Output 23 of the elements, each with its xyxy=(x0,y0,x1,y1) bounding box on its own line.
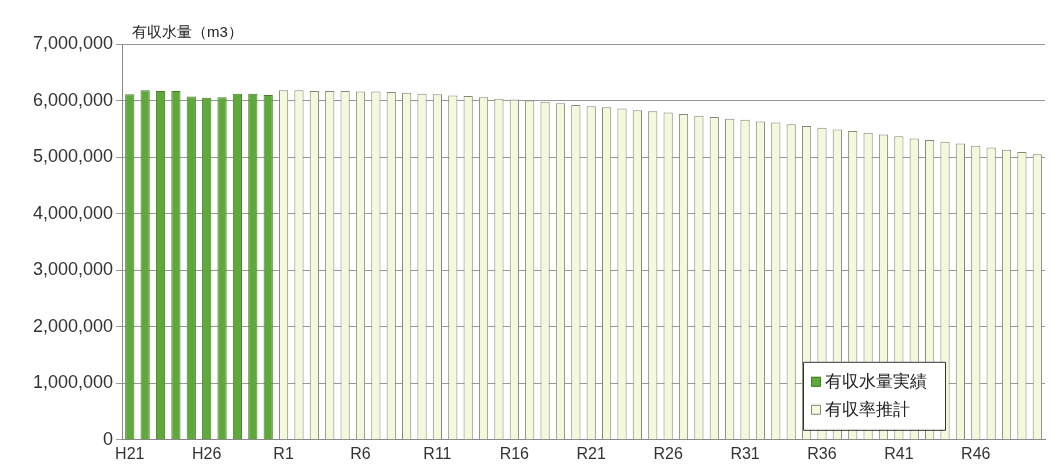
x-tick-label: R11 xyxy=(423,444,452,462)
x-tick-label: R1 xyxy=(273,444,294,462)
y-tick-label: 2,000,000 xyxy=(33,315,114,336)
legend-label: 有収率推計 xyxy=(825,400,910,420)
y-tick-label: 0 xyxy=(103,428,114,449)
x-tick-label: R21 xyxy=(576,444,606,462)
y-tick-label: 3,000,000 xyxy=(33,259,114,280)
legend-label: 有収水量実績 xyxy=(825,372,927,392)
y-tick-label: 7,000,000 xyxy=(33,32,114,53)
x-tick-label: R6 xyxy=(350,444,371,462)
x-tick-label: R26 xyxy=(653,444,683,462)
x-tick-label: R16 xyxy=(499,444,530,462)
x-tick-label: H26 xyxy=(192,444,222,462)
x-tick-label: H21 xyxy=(115,444,145,462)
y-tick-label: 1,000,000 xyxy=(33,372,114,393)
y-tick-label: 6,000,000 xyxy=(33,89,114,110)
x-tick-label: R31 xyxy=(730,444,760,462)
x-tick-label: R36 xyxy=(807,444,837,462)
y-tick-label: 5,000,000 xyxy=(33,146,114,167)
y-tick-label: 4,000,000 xyxy=(33,202,114,223)
x-tick-label: R41 xyxy=(884,444,914,462)
x-tick-label: R46 xyxy=(961,444,991,462)
y-axis-title: 有収水量（m3） xyxy=(132,22,243,40)
